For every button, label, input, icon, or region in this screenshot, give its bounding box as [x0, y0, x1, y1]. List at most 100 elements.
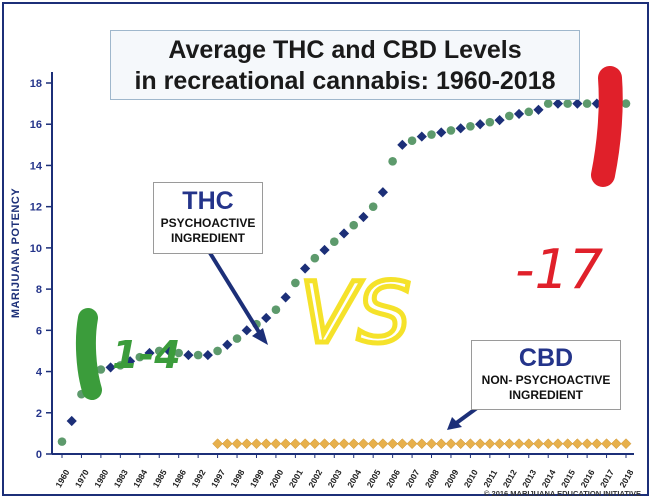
y-tick-label: 16 [30, 119, 42, 131]
y-tick-label: 12 [30, 202, 42, 214]
cbd-point [387, 438, 398, 450]
thc-point [105, 362, 116, 373]
thc-point [572, 98, 583, 109]
cbd-point [581, 438, 593, 450]
x-tick-label: 2018 [617, 468, 635, 490]
thc-point [533, 104, 544, 115]
thc-point [124, 356, 136, 367]
thc-annotation-line-2: INGREDIENT [170, 231, 245, 245]
x-tick-label: 1980 [92, 468, 110, 490]
thc-point [427, 130, 436, 139]
x-tick-label: 1992 [189, 468, 207, 490]
y-tick-label: 6 [36, 325, 42, 337]
cbd-point [465, 438, 476, 450]
copyright-text: © 2016 MARIJUANA EDUCATION INITIATIVE [483, 489, 641, 498]
cbd-point [241, 438, 253, 450]
y-tick-label: 8 [36, 284, 42, 296]
thc-point [485, 117, 495, 127]
x-tick-label: 2001 [287, 468, 305, 490]
cbd-point [542, 438, 554, 450]
thc-annotation-title: THC [182, 187, 234, 215]
cbd-arrow-head [447, 417, 462, 430]
thc-point [552, 98, 564, 109]
thc-point [66, 415, 77, 427]
cbd-point [426, 438, 437, 450]
cbd-point [406, 438, 418, 450]
cbd-point [610, 438, 622, 450]
thc-point [135, 352, 145, 362]
y-tick-label: 18 [30, 78, 42, 90]
x-tick-label: 2011 [481, 468, 499, 489]
thc-point [524, 107, 534, 117]
cbd-point [338, 438, 350, 450]
y-axis-ticks: 0 2 4 6 8 10 12 14 16 18 [30, 78, 52, 461]
x-tick-label: 1960 [53, 468, 71, 490]
thc-point [582, 99, 592, 108]
x-tick-label: 2016 [578, 468, 596, 490]
cbd-point [260, 438, 272, 450]
x-tick-label: 2007 [403, 468, 421, 490]
thc-point [261, 312, 272, 324]
cbd-point [290, 438, 301, 450]
cbd-point [348, 438, 360, 450]
thc-point [193, 350, 203, 360]
cbd-point [319, 438, 330, 450]
cbd-point [270, 438, 282, 450]
cbd-point [377, 438, 389, 450]
cbd-point [484, 438, 496, 450]
y-tick-label: 4 [36, 367, 43, 379]
cbd-point [396, 438, 408, 450]
x-tick-label: 2002 [306, 468, 324, 490]
thc-point [213, 346, 222, 356]
cbd-point [591, 438, 603, 450]
thc-point [291, 278, 300, 288]
cbd-series [212, 438, 632, 450]
green-handwritten-text: 1-4 [112, 333, 181, 377]
cbd-point [280, 438, 292, 450]
thc-point [513, 108, 525, 120]
thc-point [271, 305, 281, 315]
cbd-annotation-title: CBD [518, 344, 574, 372]
thc-point [505, 111, 514, 121]
cbd-point [503, 438, 515, 450]
thc-point [329, 237, 339, 247]
cbd-point [221, 438, 233, 450]
cbd-point [435, 438, 447, 450]
thc-point [455, 123, 466, 134]
x-tick-label: 1984 [131, 468, 149, 490]
chart-title-line-1: Average THC and CBD Levels [168, 36, 522, 64]
cbd-point [552, 438, 564, 450]
thc-point [358, 211, 369, 223]
cbd-point [231, 438, 243, 450]
cbd-annotation-box: CBD NON- PSYCHOACTIVE INGREDIENT [471, 340, 621, 410]
x-tick-label: 2017 [598, 468, 616, 490]
y-tick-label: 14 [30, 160, 43, 172]
x-tick-label: 2009 [442, 468, 460, 490]
thc-point [222, 339, 233, 350]
thc-point [144, 347, 155, 359]
axes [51, 72, 634, 455]
green-highlight-mark [75, 308, 102, 400]
chart-title-line-2: in recreational cannabis: 1960-2018 [134, 67, 556, 95]
cbd-point [494, 438, 505, 450]
x-tick-label: 2015 [559, 468, 577, 490]
x-tick-label: 1985 [151, 468, 169, 490]
thc-point [116, 361, 125, 370]
y-tick-label: 2 [36, 408, 42, 420]
x-tick-label: 2013 [520, 468, 538, 490]
thc-arrow-head [252, 328, 268, 345]
thc-point [407, 136, 417, 146]
x-tick-label: 2003 [326, 468, 344, 490]
x-tick-label: 1986 [170, 468, 188, 490]
thc-point [416, 131, 427, 142]
thc-point [388, 157, 397, 166]
thc-point [174, 348, 183, 358]
thc-point [475, 119, 486, 130]
thc-point [310, 253, 320, 263]
thc-arrow-line [208, 251, 264, 339]
x-tick-label: 2005 [365, 468, 383, 490]
cbd-annotation-line-1: NON- PSYCHOACTIVE [481, 373, 611, 387]
cbd-point [533, 438, 544, 450]
thc-annotation-box: THC PSYCHOACTIVE INGREDIENT [153, 182, 263, 254]
